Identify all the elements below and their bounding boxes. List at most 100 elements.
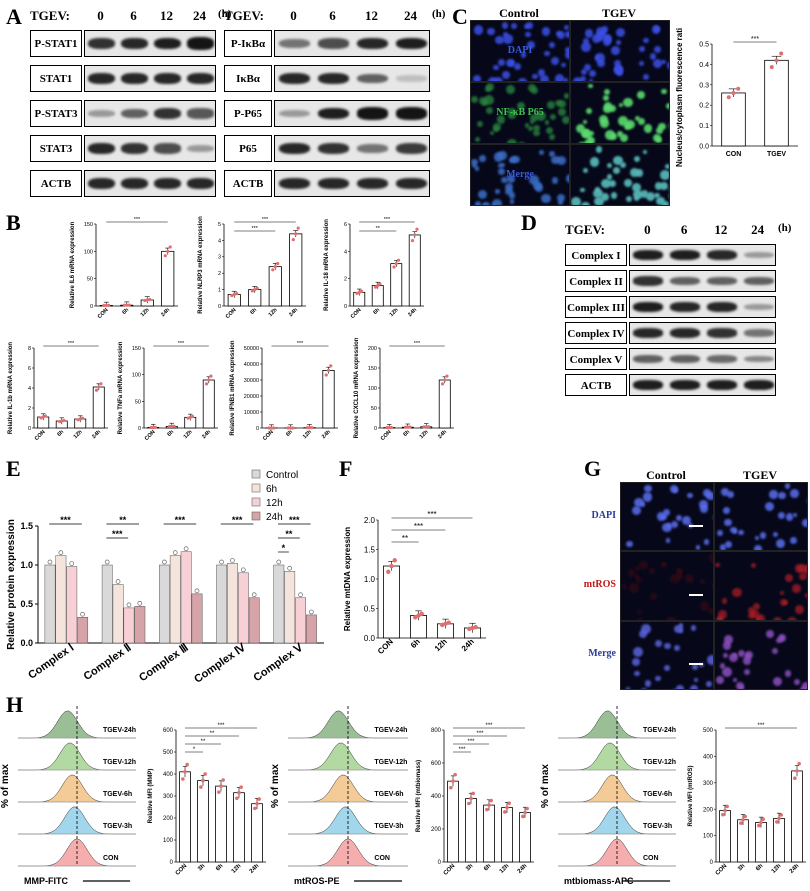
data-point <box>757 823 761 828</box>
y-tick-label: 0.0 <box>364 634 376 643</box>
cell <box>471 158 478 166</box>
blot-row-label: IκBα <box>224 65 272 92</box>
y-tick-label: 500 <box>163 750 174 756</box>
data-point <box>797 761 801 766</box>
y-tick-label: 1.5 <box>364 545 376 554</box>
data-point <box>298 592 303 598</box>
blot-band <box>670 355 701 363</box>
cell <box>732 677 737 682</box>
blot-header-label: TGEV: <box>30 8 70 23</box>
cell <box>549 113 556 120</box>
cell <box>604 34 613 43</box>
data-point <box>122 303 126 307</box>
blot-time-label: 12 <box>160 8 173 23</box>
y-tick-label: 0.5 <box>699 41 709 48</box>
data-point <box>97 385 101 389</box>
y-tick-label: 8 <box>28 346 31 352</box>
micro-image <box>570 144 670 206</box>
cell <box>593 189 603 199</box>
cell <box>655 196 665 205</box>
data-point <box>387 426 391 430</box>
cell <box>742 656 752 665</box>
flow-ylabel: % of max <box>540 764 551 808</box>
x-tick-label: 6h <box>409 637 422 650</box>
bar <box>134 606 146 644</box>
bar <box>383 565 401 639</box>
x-tick-label: CON <box>443 863 457 877</box>
cell <box>581 42 591 53</box>
cell <box>556 156 566 166</box>
cell <box>648 568 656 575</box>
blot-strip <box>84 30 216 57</box>
y-tick-label: 200 <box>431 827 442 833</box>
cell <box>579 75 587 81</box>
chart-b-il6: Relative IL6 mRNA expression 0 50 100 150 CON… <box>70 217 178 320</box>
blot-band <box>706 328 737 338</box>
panel-label-e: E <box>6 456 21 481</box>
chart-h-mtros: Relative MFI (mtROS) 0 100 200 300 400 500 CON 3… <box>688 723 806 877</box>
western-blot-a-left: TGEV: 0 6 12 24 (h) P-STAT1 STAT1 P-STAT3 STAT3 AC… <box>30 8 231 197</box>
bar <box>268 266 282 307</box>
track-label: TGEV-12h <box>103 759 136 766</box>
panel-label-d: D <box>521 210 537 235</box>
data-point <box>385 426 389 430</box>
cell <box>639 560 648 570</box>
x-tick-label: CON <box>144 429 157 442</box>
y-tick-label: 200 <box>703 807 714 813</box>
cell <box>541 193 551 203</box>
bar <box>773 818 785 863</box>
data-point <box>168 245 172 249</box>
significance-label: ** <box>402 534 408 543</box>
data-point <box>47 559 53 565</box>
cell <box>572 77 582 81</box>
cell <box>660 513 668 521</box>
cell <box>524 123 530 128</box>
blot-band <box>633 250 664 260</box>
cell <box>601 26 609 34</box>
data-point <box>396 258 401 262</box>
y-tick-label: 100 <box>368 386 377 392</box>
blot-band <box>186 144 215 153</box>
cell <box>792 512 798 518</box>
cell <box>769 490 778 499</box>
data-point <box>251 592 257 598</box>
cell <box>517 101 526 110</box>
data-point <box>739 821 743 825</box>
blot-band <box>356 73 389 84</box>
cell <box>498 59 506 67</box>
blot-band <box>633 276 664 286</box>
blot-row-label: ACTB <box>565 374 627 396</box>
blot-band <box>87 72 116 85</box>
cell <box>719 663 726 670</box>
microscopy-panel-c: Control TGEV DAPI NF-κB P65 Merge <box>470 6 670 206</box>
micro-row-label: DAPI <box>507 45 533 56</box>
blot-row-label: Complex IV <box>565 322 627 344</box>
bar <box>233 792 245 863</box>
data-point <box>759 820 763 825</box>
cell <box>720 544 727 551</box>
blot-strip <box>84 170 216 197</box>
cell <box>544 50 550 57</box>
data-point <box>199 785 203 789</box>
blot-strip <box>629 296 776 318</box>
cell <box>556 193 566 202</box>
x-tick-label: 6h <box>166 429 175 438</box>
blot-time-label: 6 <box>329 8 336 23</box>
blot-band <box>633 380 664 390</box>
y-tick-label: 200 <box>368 346 377 352</box>
cell <box>699 601 710 611</box>
cell <box>730 526 737 534</box>
cell <box>784 573 793 582</box>
blot-unit-label: (h) <box>218 8 232 20</box>
y-tick-label: 2 <box>344 277 347 283</box>
data-point <box>253 806 257 811</box>
blot-band <box>120 37 149 50</box>
blot-band <box>278 142 311 155</box>
cell <box>665 164 669 170</box>
data-point <box>104 559 110 565</box>
significance-label: *** <box>751 36 759 43</box>
cell <box>726 490 734 499</box>
bar <box>66 566 78 644</box>
y-tick-label: 800 <box>431 728 442 734</box>
cell <box>525 31 531 37</box>
